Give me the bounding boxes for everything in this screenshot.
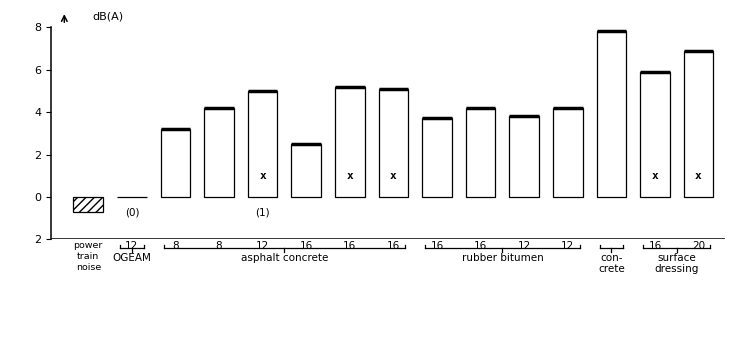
Bar: [509, 116, 539, 197]
Text: surface
dressing: surface dressing: [654, 252, 699, 274]
Text: 12: 12: [561, 241, 575, 251]
Text: OGEAM: OGEAM: [113, 252, 152, 263]
Bar: [73, 197, 103, 212]
Text: 16: 16: [474, 241, 488, 251]
Text: 12: 12: [125, 241, 138, 251]
Text: 12: 12: [518, 241, 531, 251]
Text: con-
crete: con- crete: [598, 252, 624, 274]
Bar: [466, 108, 496, 197]
Text: (0): (0): [124, 208, 139, 218]
Bar: [422, 118, 452, 197]
Text: 16: 16: [649, 241, 662, 251]
Text: 8: 8: [172, 241, 179, 251]
Text: 20: 20: [692, 241, 705, 251]
Text: asphalt concrete: asphalt concrete: [241, 252, 328, 263]
Text: power
train
noise: power train noise: [74, 241, 103, 272]
Bar: [597, 31, 626, 197]
Bar: [378, 89, 408, 197]
Text: rubber bitumen: rubber bitumen: [461, 252, 543, 263]
Bar: [160, 129, 190, 197]
Bar: [291, 144, 321, 197]
Bar: [248, 91, 277, 197]
Text: x: x: [346, 171, 354, 181]
Text: x: x: [695, 171, 702, 181]
Bar: [204, 108, 234, 197]
Text: 16: 16: [430, 241, 444, 251]
Text: 8: 8: [216, 241, 223, 251]
Text: x: x: [390, 171, 397, 181]
Text: 16: 16: [386, 241, 400, 251]
Bar: [640, 72, 670, 197]
Bar: [553, 108, 583, 197]
Text: (1): (1): [255, 208, 270, 218]
Text: x: x: [651, 171, 658, 181]
Text: x: x: [259, 171, 266, 181]
Bar: [335, 87, 365, 197]
Text: 12: 12: [256, 241, 269, 251]
Text: dB(A): dB(A): [93, 12, 124, 22]
Text: 16: 16: [299, 241, 313, 251]
Text: 16: 16: [343, 241, 356, 251]
Bar: [684, 51, 714, 197]
